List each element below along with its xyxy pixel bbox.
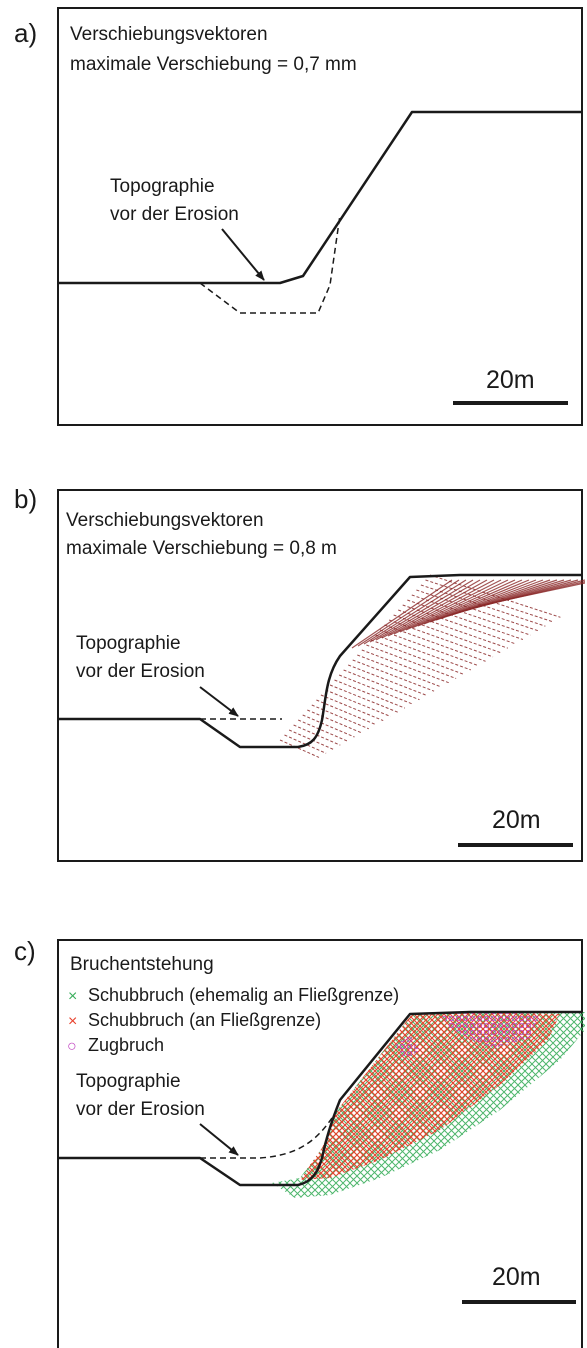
- panel-a-frame: [57, 7, 583, 426]
- legend-item-schubbruch: × Schubbruch (an Fließgrenze): [68, 1010, 321, 1030]
- panel-a-annotation-line1: Topographie: [110, 176, 215, 197]
- displacement-vector: [298, 719, 348, 742]
- zone-zugbruch: [440, 1013, 540, 1048]
- panel-b-frame: [57, 489, 583, 862]
- panel-a-title-line1: Verschiebungsvektoren: [70, 24, 268, 45]
- panel-b-label: b): [14, 484, 37, 514]
- displacement-vector: [399, 579, 509, 633]
- panel-c: c) Bruchentstehung × Schubbruch (ehemali…: [14, 936, 585, 1348]
- displacement-vector: [329, 684, 398, 713]
- panel-a-annotation-line2: vor der Erosion: [110, 204, 239, 225]
- zone-schubbruch: [300, 1012, 560, 1180]
- displacement-vector: [366, 644, 457, 679]
- panel-c-annotation-line1: Topographie: [76, 1071, 181, 1092]
- displacement-vector: [302, 714, 355, 738]
- legend-item-zugbruch: ○ Zugbruch: [67, 1035, 164, 1055]
- displacement-vector: [334, 679, 406, 709]
- panel-c-legend: × Schubbruch (ehemalig an Fließgrenze) ×…: [67, 985, 399, 1055]
- legend-item-schubbruch-ehemalig: × Schubbruch (ehemalig an Fließgrenze): [68, 985, 399, 1005]
- panel-b-annotation-line1: Topographie: [76, 633, 181, 654]
- displacement-vector: [369, 579, 474, 643]
- panel-a-annotation-arrow: [221, 228, 265, 281]
- panel-a-label: a): [14, 18, 37, 48]
- panel-a-topography-line: [58, 110, 582, 285]
- displacement-vector: [411, 579, 523, 629]
- legend-marker-magenta-o: ○: [67, 1038, 77, 1055]
- displacement-vector: [363, 579, 467, 645]
- panel-b-topography-line: [58, 573, 582, 749]
- panel-c-label: c): [14, 936, 36, 966]
- panel-b-title-line2: maximale Verschiebung = 0,8 m: [66, 538, 337, 559]
- panel-b-displacement-vectors: [279, 574, 585, 758]
- panel-c-failure-zones: [272, 1012, 585, 1198]
- displacement-vector: [320, 694, 384, 722]
- legend-marker-green-x: ×: [68, 988, 77, 1005]
- displacement-vector: [352, 659, 435, 692]
- panel-b-annotation-line2: vor der Erosion: [76, 661, 205, 682]
- legend-text-zugbruch: Zugbruch: [88, 1035, 164, 1055]
- displacement-vector: [311, 704, 369, 730]
- legend-marker-red-x: ×: [68, 1013, 77, 1030]
- displacement-vector: [370, 639, 464, 675]
- displacement-vector: [288, 729, 334, 750]
- displacement-vector: [351, 579, 453, 649]
- displacement-vector: [338, 674, 413, 705]
- displacement-vector: [405, 579, 516, 631]
- displacement-vector: [393, 614, 501, 654]
- displacement-vector: [416, 589, 539, 632]
- panel-b-title-line1: Verschiebungsvektoren: [66, 510, 264, 531]
- displacement-vector: [279, 739, 320, 758]
- panel-a-original-topography: [199, 214, 341, 314]
- legend-text-schubbruch: Schubbruch (an Fließgrenze): [88, 1010, 321, 1030]
- displacement-vector: [348, 664, 427, 696]
- displacement-vector: [379, 629, 479, 667]
- panel-a-title-line2: maximale Verschiebung = 0,7 mm: [70, 54, 357, 75]
- displacement-vector: [375, 579, 481, 641]
- panel-b: b) Verschiebungsvektoren maximale Versch…: [14, 484, 585, 862]
- panel-a-scale-label: 20m: [486, 366, 535, 394]
- displacement-vector: [407, 599, 524, 640]
- panel-c-title: Bruchentstehung: [70, 954, 214, 975]
- displacement-vector: [343, 669, 420, 701]
- displacement-vector: [381, 579, 488, 639]
- panel-c-frame: [57, 939, 583, 1348]
- displacement-vector: [325, 689, 391, 717]
- displacement-vector: [357, 579, 460, 647]
- displacement-vector: [417, 579, 530, 627]
- displacement-vector: [316, 699, 377, 726]
- panel-c-annotation-line2: vor der Erosion: [76, 1099, 205, 1120]
- panel-a: a) Verschiebungsvektoren maximale Versch…: [14, 7, 583, 426]
- displacement-vector: [429, 574, 561, 618]
- panel-c-annotation-arrow: [199, 1123, 239, 1156]
- displacement-vector: [393, 579, 502, 635]
- displacement-vector: [387, 579, 495, 637]
- legend-text-schubbruch-ehemalig: Schubbruch (ehemalig an Fließgrenze): [88, 985, 399, 1005]
- displacement-vector: [361, 649, 449, 684]
- panel-c-scale-label: 20m: [492, 1263, 541, 1291]
- displacement-vector: [477, 582, 585, 607]
- displacement-vector: [398, 609, 509, 649]
- panel-c-topography-line: [58, 1010, 582, 1187]
- zone-zugbruch-small: [395, 1035, 420, 1060]
- displacement-vector: [388, 619, 494, 658]
- panel-b-annotation-arrow: [199, 686, 239, 717]
- displacement-vector: [375, 634, 471, 671]
- panel-b-scale-label: 20m: [492, 806, 541, 834]
